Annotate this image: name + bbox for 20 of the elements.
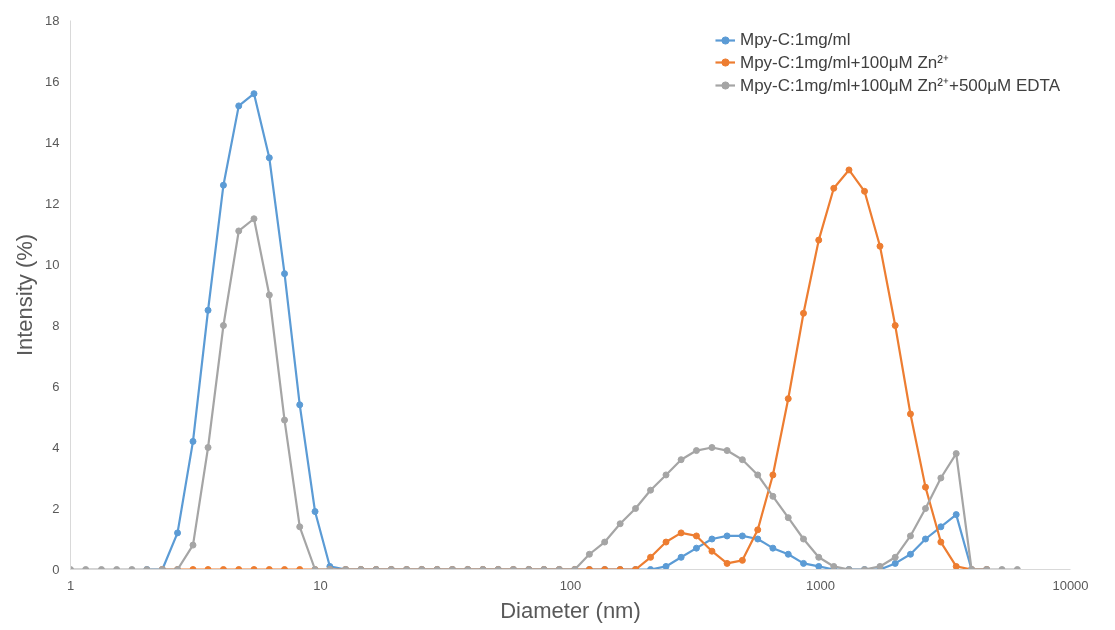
y-tick-label: 6 [52,379,60,394]
y-tick-label: 10 [45,257,60,272]
y-tick-label: 0 [52,562,60,577]
x-axis-title: Diameter (nm) [500,597,641,623]
x-tick-label: 1000 [806,577,835,593]
y-tick-label: 8 [52,318,60,333]
y-tick-label: 18 [45,13,60,28]
y-tick-label: 2 [52,501,60,516]
x-tick-label: 1 [66,577,75,593]
x-tick-label: 10000 [1052,577,1089,593]
legend-label: Mpy-C:1mg/ml+100μM Zn²⁺+500μM EDTA [739,75,1060,96]
y-axis-title: Intensity (%) [12,233,38,357]
y-tick-label: 4 [52,440,60,455]
x-tick-label: 10 [313,577,328,593]
y-tick-label: 16 [45,74,60,89]
legend-label: Mpy-C:1mg/ml [739,30,851,50]
x-tick-label: 100 [559,577,582,593]
y-tick-label: 14 [45,135,60,150]
legend-label: Mpy-C:1mg/ml+100μM Zn²⁺ [739,52,949,73]
y-tick-label: 12 [45,196,60,211]
